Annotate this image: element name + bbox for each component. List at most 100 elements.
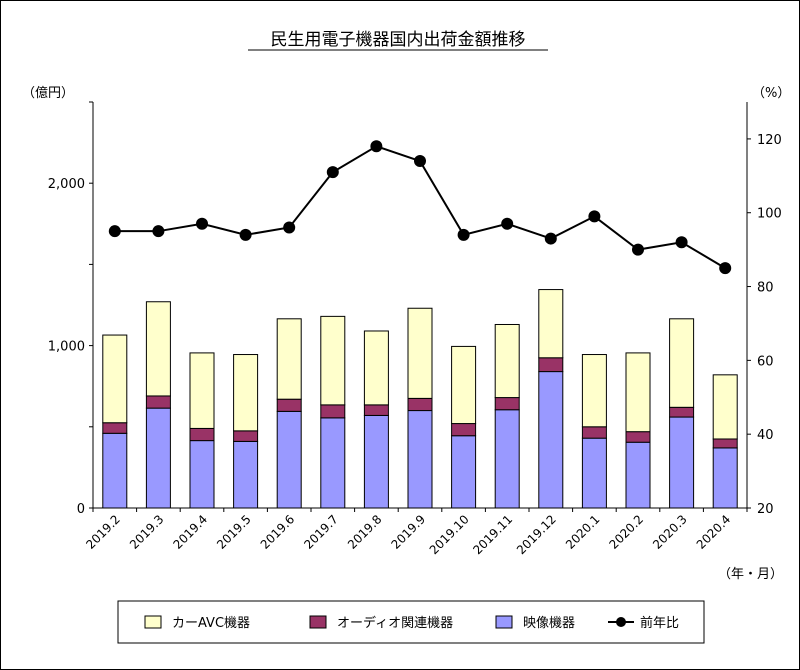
- bar-segment-1-3: [233, 430, 259, 442]
- bar-segment-1-8: [451, 423, 477, 437]
- legend-label-3: 前年比: [640, 615, 679, 631]
- bar-segment-1-12: [625, 431, 651, 443]
- x-tick-label: 2019.11: [470, 512, 515, 557]
- bar-segment-2-2: [189, 352, 215, 429]
- left-axis-unit: （億円）: [22, 85, 74, 101]
- x-tick-label: 2019.10: [427, 512, 472, 557]
- bar-segment-0-0: [102, 432, 128, 509]
- yoy-point-13: [675, 236, 688, 249]
- x-tick-label: 2020.3: [650, 512, 690, 552]
- yoy-point-1: [152, 225, 165, 238]
- bar-segment-2-5: [320, 315, 346, 406]
- yoy-point-2: [196, 217, 208, 230]
- x-tick-label-group: 2019.2 2019.3 2019.4 2019.5 2019.6 2019.7 2019…: [83, 512, 733, 557]
- bar-segment-2-12: [625, 352, 651, 433]
- bar-segment-2-6: [363, 330, 389, 406]
- legend-label-0: カーAVC機器: [172, 616, 250, 631]
- x-tick-label: 2019.4: [171, 512, 211, 552]
- legend-swatch-0: [144, 615, 162, 629]
- x-tick-label: 2019.2: [83, 512, 123, 552]
- x-tick-label: 2019.7: [301, 512, 341, 552]
- bar-segment-1-10: [538, 357, 564, 373]
- x-tick-label: 2019.6: [258, 512, 298, 552]
- right-tick-label: 20: [757, 502, 774, 517]
- right-tick-label: 40: [757, 428, 774, 443]
- bar-segment-2-10: [538, 289, 564, 359]
- bar-segment-0-10: [538, 371, 564, 509]
- yoy-point-4: [283, 221, 296, 234]
- yoy-point-10: [544, 232, 557, 245]
- bar-segment-0-12: [625, 441, 651, 509]
- bar-segment-0-7: [407, 410, 433, 509]
- x-tick-label: 2020.1: [563, 512, 603, 552]
- right-tick-label: 60: [757, 354, 774, 369]
- legend-label-1: オーディオ関連機器: [337, 615, 453, 631]
- bar-segment-0-2: [189, 440, 215, 509]
- x-tick-label: 2020.4: [694, 512, 734, 552]
- bar-segment-2-3: [233, 354, 259, 432]
- bar-segment-2-7: [407, 307, 433, 399]
- bar-segment-1-6: [363, 404, 389, 416]
- right-tick-label: 100: [757, 207, 782, 222]
- legend-swatch-2: [495, 615, 513, 629]
- bar-segment-1-2: [189, 427, 215, 442]
- bar-segment-1-13: [669, 406, 695, 418]
- x-tick-label: 2019.8: [345, 512, 385, 552]
- bar-segment-0-8: [451, 435, 477, 509]
- bar-segment-2-4: [276, 318, 302, 400]
- legend-box: [117, 600, 705, 644]
- yoy-point-12: [632, 243, 644, 256]
- bar-segment-0-4: [276, 410, 302, 509]
- yoy-point-8: [457, 228, 470, 241]
- yoy-point-5: [326, 166, 339, 179]
- right-axis-unit: （%）: [752, 86, 790, 101]
- bar-segment-0-3: [233, 440, 259, 509]
- x-tick-label: 2019.12: [514, 512, 559, 557]
- right-tick-label: 80: [757, 281, 774, 296]
- bar-segment-2-13: [669, 318, 695, 408]
- legend-label-2: 映像機器: [523, 616, 575, 631]
- legend-swatch-1: [309, 615, 327, 629]
- yoy-point-14: [719, 262, 732, 275]
- bar-segment-1-5: [320, 404, 346, 419]
- yoy-point-7: [414, 155, 426, 168]
- yoy-point-6: [370, 140, 383, 153]
- bar-segment-2-8: [451, 345, 477, 425]
- legend-marker-3: [616, 617, 626, 627]
- x-tick-label: 2019.3: [127, 512, 167, 552]
- bar-segment-2-0: [102, 334, 128, 424]
- axes-group: 0 1,000 2,000 20 40 60 80 100 120: [48, 101, 782, 517]
- yoy-point-11: [588, 210, 601, 223]
- bar-segment-1-0: [102, 422, 128, 434]
- x-axis-unit: （年・月）: [718, 567, 783, 582]
- bar-segment-2-11: [581, 354, 607, 428]
- yoy-line-group: [108, 140, 732, 275]
- bar-segment-1-1: [145, 395, 171, 409]
- bar-segment-0-1: [145, 407, 171, 509]
- bar-segment-2-1: [145, 301, 171, 397]
- bar-segment-1-11: [581, 426, 607, 439]
- bar-group: [102, 289, 738, 509]
- bar-segment-0-13: [669, 416, 695, 509]
- bar-segment-0-6: [363, 414, 389, 509]
- bar-segment-0-11: [581, 437, 607, 509]
- right-tick-label: 120: [757, 133, 782, 148]
- bar-segment-0-9: [494, 409, 520, 509]
- bar-segment-0-5: [320, 417, 346, 509]
- yoy-point-9: [501, 217, 514, 230]
- legend: カーAVC機器 オーディオ関連機器 映像機器 前年比: [117, 600, 705, 644]
- left-tick-label: 2,000: [48, 177, 85, 192]
- yoy-point-0: [108, 225, 121, 238]
- chart-title: 民生用電子機器国内出荷金額推移: [271, 30, 526, 50]
- bar-segment-1-14: [712, 438, 738, 449]
- bar-segment-2-14: [712, 374, 738, 440]
- bar-segment-0-14: [712, 447, 738, 509]
- bar-segment-1-9: [494, 397, 520, 411]
- bar-segment-2-9: [494, 323, 520, 399]
- bar-segment-1-4: [276, 398, 302, 412]
- yoy-point-3: [239, 228, 252, 241]
- bar-segment-1-7: [407, 397, 433, 412]
- left-tick-label: 0: [77, 502, 85, 517]
